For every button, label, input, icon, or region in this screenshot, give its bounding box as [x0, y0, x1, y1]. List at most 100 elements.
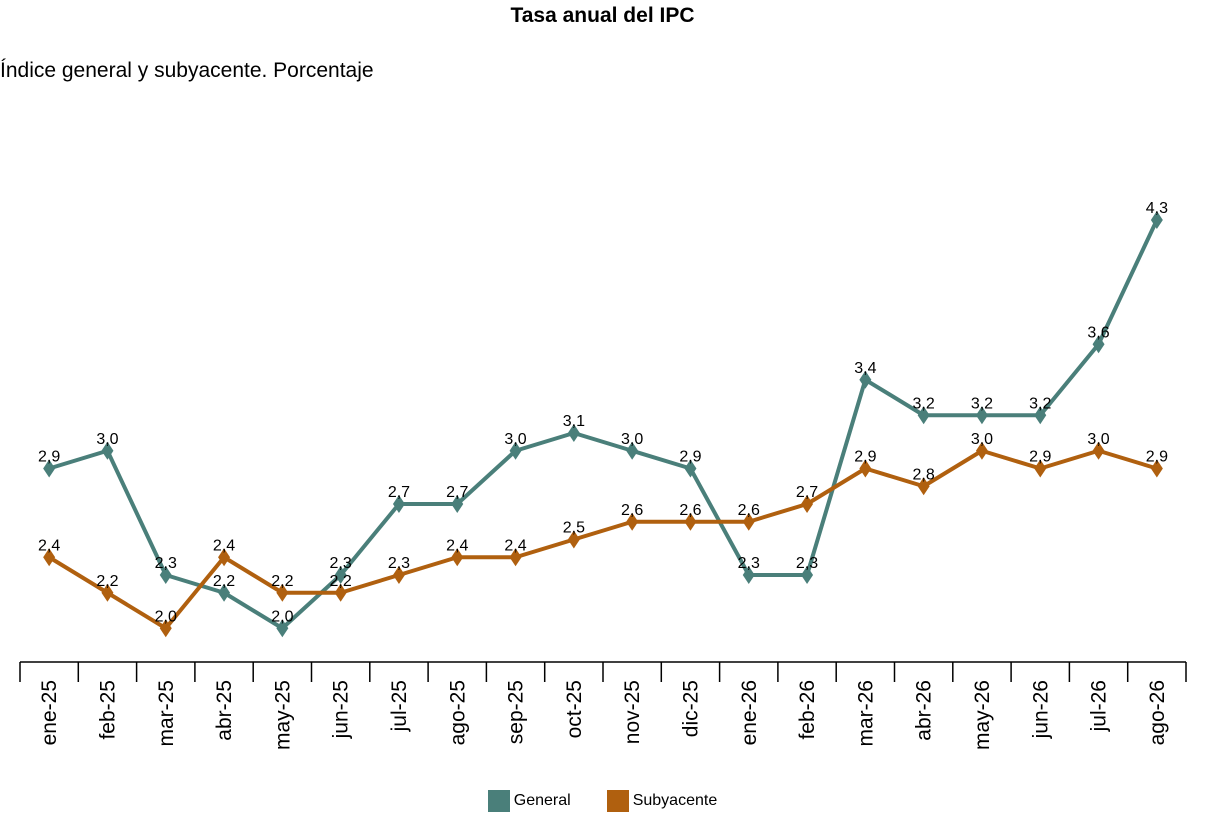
x-tick-label: abr-25: [213, 680, 236, 741]
chart-subtitle: Índice general y subyacente. Porcentaje: [0, 59, 374, 82]
data-label: 2,3: [738, 555, 760, 572]
x-tick-label: mar-26: [854, 680, 877, 747]
x-tick-label: ago-25: [446, 680, 469, 745]
data-point[interactable]: [626, 441, 639, 460]
legend-item-general[interactable]: General: [487, 790, 571, 812]
data-label: 2,3: [330, 555, 352, 572]
data-label: 2,3: [796, 555, 818, 572]
data-label: 2,6: [621, 502, 643, 519]
series-subyacente: 2,42,22,02,42,2 2,22,32,4 2,42,52,6 2,6 2,62…: [38, 431, 1168, 638]
data-point[interactable]: [567, 424, 580, 442]
data-label: 2,0: [271, 608, 293, 625]
legend-item-subyacente[interactable]: Subyacente: [606, 790, 718, 812]
data-point[interactable]: [917, 477, 930, 496]
data-point[interactable]: [684, 459, 697, 478]
data-label: 3,4: [854, 360, 876, 377]
data-label: 2,4: [38, 537, 60, 554]
data-point[interactable]: [276, 583, 289, 602]
data-label: 2,4: [213, 537, 235, 554]
data-label: 2,5: [563, 520, 585, 537]
data-label: 3,1: [563, 413, 585, 430]
data-point[interactable]: [509, 548, 522, 567]
x-tick-label: oct-25: [563, 680, 586, 738]
data-point[interactable]: [626, 512, 639, 531]
x-tick-label: may-25: [271, 680, 294, 750]
data-point[interactable]: [801, 566, 814, 584]
data-label: 2,3: [155, 555, 177, 572]
data-point[interactable]: [1150, 459, 1163, 478]
x-tick-label: nov-25: [621, 680, 644, 744]
legend-label-subyacente: Subyacente: [632, 792, 718, 809]
data-point[interactable]: [975, 441, 988, 460]
data-point[interactable]: [509, 441, 522, 460]
data-label: 3,0: [96, 431, 118, 448]
data-point[interactable]: [392, 566, 405, 584]
data-point[interactable]: [451, 495, 464, 513]
data-point[interactable]: [1034, 406, 1047, 425]
data-point[interactable]: [1092, 335, 1105, 354]
data-label: 3,2: [913, 395, 935, 412]
legend-swatch-general: [487, 790, 510, 812]
data-point[interactable]: [392, 495, 405, 513]
data-label: 3,0: [504, 431, 526, 448]
data-point[interactable]: [742, 512, 755, 531]
data-label: 3,6: [1087, 324, 1109, 341]
x-tick-label: abr-26: [913, 680, 936, 741]
data-label: 2,4: [504, 537, 526, 554]
data-point[interactable]: [43, 548, 56, 567]
data-point[interactable]: [975, 406, 988, 425]
data-label: 2,2: [271, 573, 293, 590]
data-label: 2,9: [854, 449, 876, 466]
data-point[interactable]: [1150, 211, 1163, 229]
data-point[interactable]: [334, 566, 347, 584]
data-label: 2,0: [155, 608, 177, 625]
data-label: 4,3: [1146, 200, 1168, 217]
data-point[interactable]: [276, 619, 289, 638]
data-label: 2,8: [913, 466, 935, 483]
data-point[interactable]: [684, 512, 697, 531]
legend: General Subyacente: [0, 790, 1205, 812]
data-label: 2,7: [388, 484, 410, 501]
data-point[interactable]: [334, 583, 347, 602]
data-point[interactable]: [159, 566, 172, 584]
data-point[interactable]: [218, 548, 231, 567]
data-point[interactable]: [801, 495, 814, 513]
x-tick-label: mar-25: [155, 680, 178, 747]
data-point[interactable]: [742, 566, 755, 584]
data-label: 2,9: [1146, 449, 1168, 466]
data-point[interactable]: [101, 441, 114, 460]
data-point[interactable]: [1092, 441, 1105, 460]
data-point[interactable]: [859, 459, 872, 478]
data-point[interactable]: [567, 530, 580, 549]
series-line: [48, 219, 1159, 631]
x-tick-label: feb-26: [796, 680, 819, 740]
data-point[interactable]: [859, 370, 872, 389]
x-tick-label: jun-25: [330, 680, 353, 739]
data-point[interactable]: [917, 406, 930, 425]
x-tick-label: ene-25: [38, 680, 61, 745]
data-point[interactable]: [159, 619, 172, 638]
x-tick-label: feb-25: [96, 680, 119, 740]
chart-title: Tasa anual del IPC: [510, 4, 695, 27]
data-point[interactable]: [1034, 459, 1047, 478]
x-tick-label: dic-25: [679, 680, 702, 737]
data-label: 2,9: [1029, 449, 1051, 466]
data-label: 2,9: [38, 449, 60, 466]
data-point[interactable]: [218, 583, 231, 602]
series-general: 2,93,02,32,22,02,32,7 2,73,03,13,02,92,3 2…: [38, 200, 1168, 638]
data-label: 2,3: [388, 555, 410, 572]
data-label: 2,7: [446, 484, 468, 501]
data-label: 2,9: [679, 449, 701, 466]
legend-swatch-subyacente: [606, 790, 629, 812]
x-tick-label: jul-26: [1088, 680, 1111, 732]
x-tick-label: jul-25: [388, 680, 411, 732]
data-point[interactable]: [451, 548, 464, 567]
data-point[interactable]: [101, 583, 114, 602]
x-tick-label: may-26: [971, 680, 994, 750]
x-tick-label: ago-26: [1146, 680, 1169, 745]
data-label: 2,2: [330, 573, 352, 590]
legend-label-general: General: [513, 792, 571, 809]
data-label: 3,2: [1029, 395, 1051, 412]
data-point[interactable]: [43, 459, 56, 478]
data-label: 2,6: [738, 502, 760, 519]
